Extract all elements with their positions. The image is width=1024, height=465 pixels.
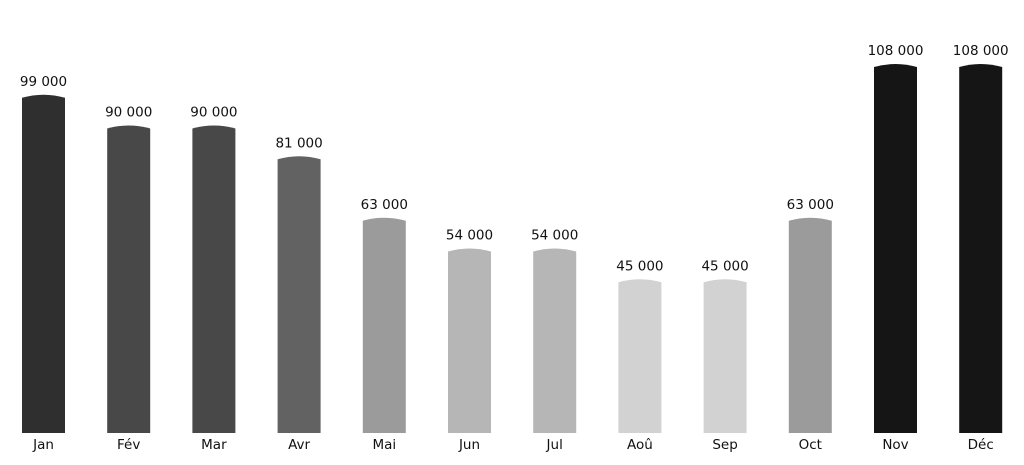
x-tick-label: Fév (117, 437, 140, 453)
x-tick-label: Mai (372, 437, 396, 453)
value-label: 63 000 (361, 197, 408, 213)
bar-Jan (22, 94, 65, 433)
bar-Jul (533, 248, 577, 433)
value-label: 63 000 (787, 197, 834, 213)
value-label: 90 000 (105, 105, 152, 121)
value-label: 108 000 (868, 43, 924, 59)
x-tick-label: Oct (799, 437, 822, 453)
bar-Oct (788, 217, 832, 433)
bar-Mai (362, 217, 406, 433)
value-label: 54 000 (531, 228, 578, 244)
x-tick-labels: Jan Fév Mar Avr Mai Jun Jul Aoû Sep Oct Nov Déc (32, 437, 994, 453)
x-tick-label: Avr (288, 437, 310, 453)
value-label: 45 000 (701, 258, 748, 274)
value-label: 99 000 (20, 74, 67, 90)
bar-Déc (959, 64, 1003, 433)
bars-layer (22, 64, 1003, 433)
x-tick-label: Jun (458, 437, 480, 453)
x-tick-label: Jul (546, 437, 563, 453)
value-label: 54 000 (446, 228, 493, 244)
value-label: 45 000 (616, 258, 663, 274)
bar-Fév (107, 125, 151, 433)
bar-Aoû (618, 279, 662, 433)
bar-Avr (277, 156, 321, 433)
value-label: 90 000 (190, 105, 237, 121)
value-label: 108 000 (953, 43, 1009, 59)
bar-Jun (448, 248, 491, 433)
x-tick-label: Sep (712, 437, 737, 453)
bar-Nov (874, 64, 917, 433)
bar-Mar (192, 125, 236, 433)
x-tick-label: Déc (968, 437, 994, 453)
bar-Sep (703, 279, 747, 433)
x-tick-label: Aoû (627, 437, 653, 453)
value-labels-layer: 99 000 90 000 90 000 81 000 63 000 54 000 54 0… (20, 43, 1009, 274)
x-tick-label: Nov (882, 437, 908, 453)
x-tick-label: Jan (32, 437, 54, 453)
value-label: 81 000 (275, 135, 322, 151)
x-tick-label: Mar (201, 437, 227, 453)
